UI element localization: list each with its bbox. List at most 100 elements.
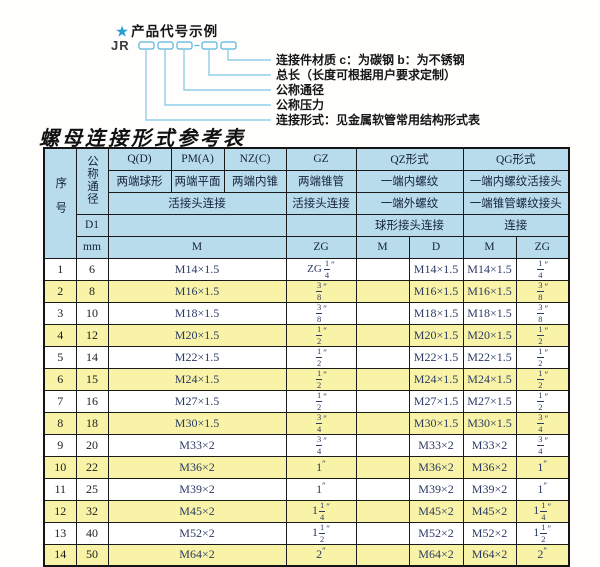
header-nominal-text: 公称通径: [86, 154, 98, 205]
header-qz-d: D: [408, 235, 464, 259]
code-box-2: [157, 41, 174, 50]
callout-line-diameter: [183, 49, 271, 91]
cell-mm: 25: [75, 477, 109, 501]
callout-line-length: [208, 49, 271, 76]
inch-mark: ″: [322, 480, 326, 491]
callout-lines: [145, 49, 271, 121]
cell-seq: 2: [43, 279, 77, 303]
cell-m: M36×2: [107, 455, 287, 479]
callout-line-pressure: [164, 49, 271, 106]
header-nz-sub: 两端内锥: [223, 169, 287, 193]
inch-mark: ″: [323, 391, 327, 402]
inch-mark: ″: [544, 347, 549, 358]
fraction-part: 2: [538, 335, 543, 346]
product-code-diagram: [138, 41, 271, 121]
inch-mark: ″: [326, 501, 330, 512]
cell-qz-d: M20×1.5: [408, 323, 464, 347]
header-qg-zg: ZG: [515, 235, 570, 259]
cell-qg-m: M33×2: [462, 433, 517, 457]
inch-mark: ″: [322, 546, 326, 557]
header-qg-sub3: 连接: [462, 213, 570, 237]
cell-qz-m: [355, 411, 410, 435]
fraction-part: 1: [319, 500, 326, 512]
fraction-part: 4: [538, 269, 543, 280]
cell-m: M64×2: [107, 543, 287, 567]
cell-qz-d: M24×1.5: [408, 367, 464, 391]
cell-qg-m: M39×2: [462, 477, 517, 501]
cell-qz-m: [355, 433, 410, 457]
fraction-part: 2: [541, 533, 546, 544]
fraction-part: 1: [537, 258, 544, 270]
cell-gz-zg: 1 2 ″: [285, 323, 357, 347]
inch-mark: ″: [544, 303, 549, 314]
cell-qz-d: M30×1.5: [408, 411, 464, 435]
cell-qg-m: M20×1.5: [462, 323, 517, 347]
table-row: 5 14 M22×1.5 1 2 ″ M22×1.5 M22×1.5 1 2 ″: [43, 345, 570, 369]
table-row: 6 15 M24×1.5 1 2 ″ M24×1.5 M24×1.5 1 2 ″: [43, 367, 570, 391]
inch-mark: ″: [544, 325, 549, 336]
header-qg: QG形式: [462, 147, 570, 171]
cell-qg-m: M36×2: [462, 455, 517, 479]
inch-mark: ″: [547, 501, 552, 512]
cell-mm: 16: [75, 389, 109, 413]
fraction-part: 3: [537, 302, 544, 314]
inch-mark: ″: [323, 281, 327, 292]
cell-seq: 11: [43, 477, 77, 501]
cell-m: M22×1.5: [107, 345, 287, 369]
cell-mm: 8: [75, 279, 109, 303]
fraction-part: 4: [538, 445, 543, 456]
fraction-part: 1: [540, 500, 547, 512]
header-d1: D1: [75, 213, 109, 237]
table-row: 4 12 M20×1.5 1 2 ″ M20×1.5 M20×1.5 1 2 ″: [43, 323, 570, 347]
cell-qg-zg: 1 2 ″: [515, 345, 570, 369]
fraction-part: 1: [537, 346, 544, 358]
cell-qz-m: [355, 257, 410, 281]
fraction-part: 2: [538, 357, 543, 368]
table-row: 7 16 M27×1.5 1 2 ″ M27×1.5 M27×1.5 1 2 ″: [43, 389, 570, 413]
cell-qg-zg: 3 8 ″: [515, 301, 570, 325]
inch-mark: ″: [544, 413, 549, 424]
cell-gz-zg: 1″: [285, 477, 357, 501]
cell-qg-m: M14×1.5: [462, 257, 517, 281]
inch-mark: ″: [543, 480, 548, 491]
cell-qg-m: M18×1.5: [462, 301, 517, 325]
cell-m: M27×1.5: [107, 389, 287, 413]
cell-qz-m: [355, 367, 410, 391]
cell-gz-zg: 2″: [285, 543, 357, 567]
cell-mm: 32: [75, 499, 109, 523]
header-row-3: 活接头连接 活接头连接 一端外螺纹 一端锥管螺纹接头: [44, 191, 570, 215]
fraction-part: 1: [316, 346, 323, 358]
header-seq-text: 序号: [54, 177, 67, 227]
callout-line-material: [227, 49, 271, 61]
cell-qz-m: [355, 499, 410, 523]
code-box-1: [138, 41, 155, 50]
table-row: 8 18 M30×1.5 3 4 ″ M30×1.5 M30×1.5 3 4 ″: [43, 411, 570, 435]
cell-qz-d: M39×2: [408, 477, 464, 501]
header-qz-sub2: 一端外螺纹: [355, 191, 464, 215]
cell-qg-m: M64×2: [462, 543, 517, 567]
code-prefix: JR: [111, 38, 130, 53]
cell-qg-zg: 1 2 ″: [515, 367, 570, 391]
cell-qz-m: [355, 345, 410, 369]
cell-seq: 14: [43, 543, 77, 567]
inch-mark: ″: [323, 303, 327, 314]
fraction-part: 2: [537, 547, 544, 562]
fraction-part: 1: [537, 481, 544, 496]
cell-qg-zg: 2″: [515, 543, 570, 567]
header-row-4: D1 球形接头连接 连接: [44, 213, 570, 237]
header-qg-m: M: [462, 235, 517, 259]
cell-qg-zg: 1 1 2 ″: [515, 521, 570, 545]
inch-mark: ″: [323, 413, 327, 424]
cell-qg-zg: 3 4 ″: [515, 433, 570, 457]
inch-mark: ″: [323, 435, 327, 446]
